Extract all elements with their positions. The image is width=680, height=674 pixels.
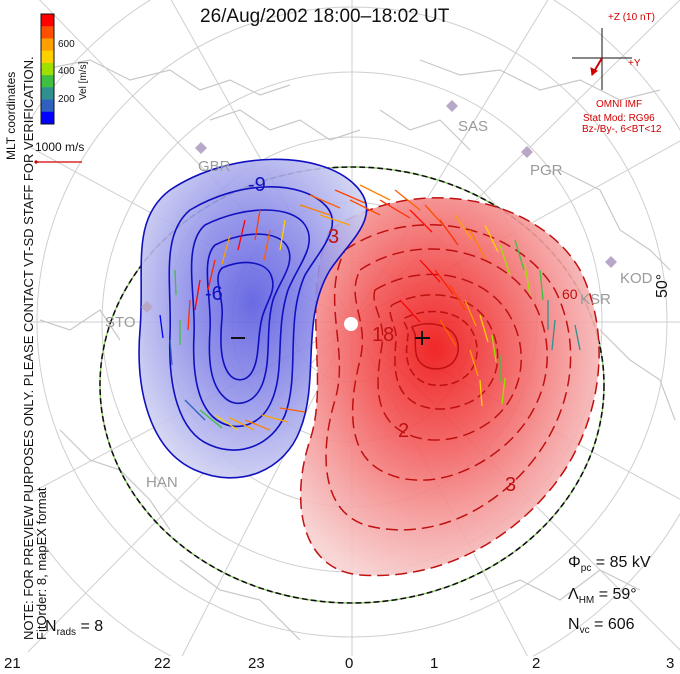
n-rads-symbol: Nrads <box>45 618 77 639</box>
cross-polar-potential: Φpc = 85 kV <box>568 554 651 574</box>
colorbar-swatch <box>41 111 54 125</box>
coordinate-system-label: MLT coordinates <box>4 71 18 160</box>
n-vc-value: 606 <box>607 616 635 633</box>
colorbar-swatch <box>41 26 54 39</box>
negative-potential-cell <box>138 158 368 479</box>
station-label-gbr: GBR <box>198 158 231 175</box>
imf-source-line: OMNI IMF <box>596 99 643 110</box>
station-label-pgr: PGR <box>530 162 563 179</box>
colorbar-swatch <box>41 62 54 76</box>
mlt-tick-21: 21 <box>4 655 21 672</box>
latitude-label: 50° <box>654 273 671 298</box>
colorbar-tick-200: 200 <box>58 94 75 105</box>
n-rads-equals: = <box>80 618 95 635</box>
mlt-tick-23: 23 <box>248 655 265 672</box>
imf-y-label: +Y <box>628 58 641 69</box>
imf-model-line: Stat Mod: RG96 <box>583 113 655 124</box>
velocity-vectors <box>159 184 581 431</box>
lambda-hm-symbol: ΛHM <box>568 586 595 607</box>
colorbar-tick-600: 600 <box>58 39 75 50</box>
page-title: 26/Aug/2002 18:00–18:02 UT <box>200 6 450 27</box>
contour-label-pos-18: 18 <box>372 324 395 346</box>
velocity-colorbar <box>40 13 55 125</box>
mlt-tick-0: 0 <box>345 655 354 672</box>
phi-pc-equals: = <box>595 554 610 571</box>
colorbar-swatch <box>41 38 54 52</box>
colorbar-frame <box>40 13 55 125</box>
contour-label-neg-inner: -6 <box>205 283 223 305</box>
vector-count: Nvc = 606 <box>568 616 635 636</box>
colorbar-swatch <box>41 50 54 64</box>
colorbar-swatch <box>41 14 54 27</box>
scale-vector-label: 1000 m/s <box>35 140 85 154</box>
contour-label-pos-3b: 3 <box>505 474 517 496</box>
pole-marker <box>344 317 358 331</box>
n-rads-value: 8 <box>94 618 104 635</box>
lambda-hm-equals: = <box>598 586 613 603</box>
station-label-sto: STO <box>105 314 136 331</box>
colorbar-swatch <box>41 99 54 113</box>
station-label-kod: KOD <box>620 270 653 287</box>
mlt-tick-1: 1 <box>430 655 439 672</box>
imf-dial <box>572 28 632 90</box>
mlt-tick-22: 22 <box>154 655 171 672</box>
contour-label-pos-right: 60 <box>562 286 578 302</box>
station-label-sas: SAS <box>458 118 489 135</box>
contour-label-neg-outer: -9 <box>248 174 266 196</box>
positive-potential-cell <box>299 197 600 577</box>
hm-boundary-latitude: ΛHM = 59° <box>568 586 637 606</box>
imf-bin-line: Bz-/By-, 6<BT<12 <box>582 124 662 135</box>
mlt-tick-3: 3 <box>666 655 675 672</box>
mlt-tick-2: 2 <box>532 655 541 672</box>
contour-label-pos-3: 3 <box>328 226 340 248</box>
imf-z-label: +Z (10 nT) <box>608 12 655 23</box>
n-vc-equals: = <box>594 616 608 633</box>
potential-max-marker <box>415 331 430 345</box>
radar-site-markers <box>141 100 617 313</box>
lambda-hm-value: 59° <box>612 586 637 603</box>
colorbar-swatch <box>41 75 54 88</box>
radar-count: Nrads = 8 <box>45 618 103 638</box>
colorbar-label: Vel [m/s] <box>78 61 89 100</box>
phi-pc-symbol: Φpc <box>568 554 592 575</box>
contour-label-pos-2: 2 <box>398 420 410 442</box>
n-vc-symbol: Nvc <box>568 616 590 637</box>
phi-pc-value: 85 kV <box>609 554 651 571</box>
station-label-han: HAN <box>146 474 178 491</box>
colorbar-tick-400: 400 <box>58 66 75 77</box>
heppner-maynard-boundary <box>99 166 605 604</box>
station-label-ksr: KSR <box>580 291 611 308</box>
colorbar-swatch <box>41 87 54 101</box>
coastlines <box>39 59 676 641</box>
